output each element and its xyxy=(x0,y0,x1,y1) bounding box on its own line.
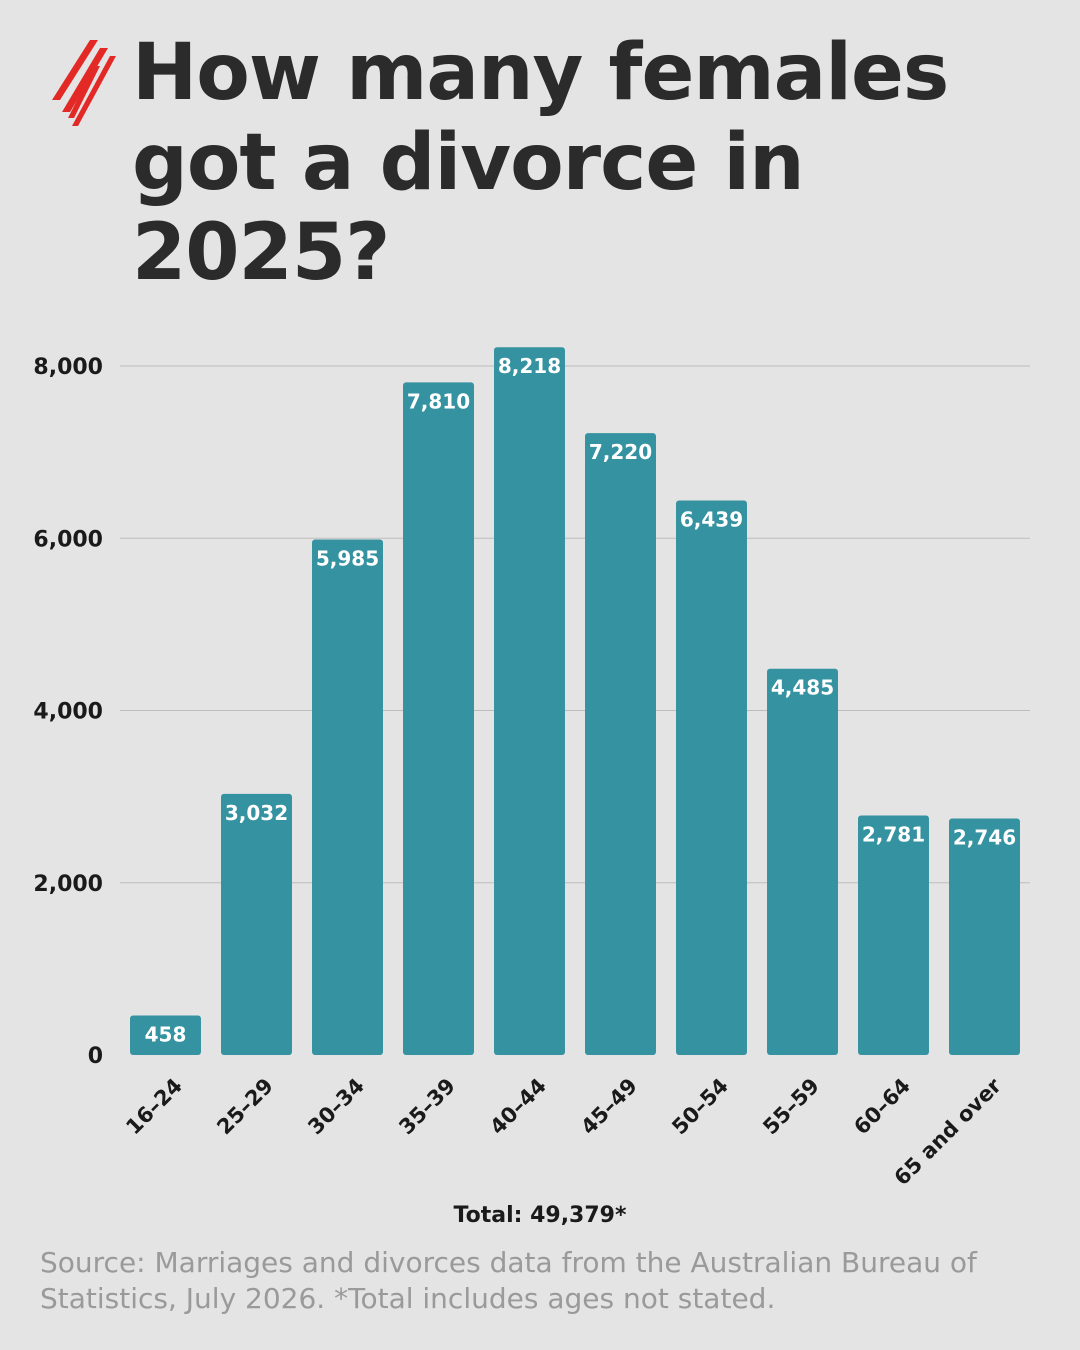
x-tick-label: 45–49 xyxy=(576,1074,642,1140)
data-label: 3,032 xyxy=(225,801,288,825)
data-label: 8,218 xyxy=(498,354,561,378)
bar xyxy=(767,668,838,1055)
data-label: 2,746 xyxy=(953,826,1016,850)
data-label: 458 xyxy=(145,1023,187,1047)
y-tick-label: 0 xyxy=(88,1044,103,1069)
y-tick-label: 4,000 xyxy=(33,700,103,725)
bar xyxy=(312,539,383,1055)
bar xyxy=(949,818,1020,1055)
chart-title: How many females got a divorce in 2025? xyxy=(132,28,949,298)
x-tick-label: 50–54 xyxy=(667,1074,733,1140)
x-tick-label: 35–39 xyxy=(394,1074,460,1140)
sbs-logo-icon xyxy=(52,40,116,126)
x-axis: 16–24 25–29 30–34 35–39 40–44 45–49 50–54 55–59… xyxy=(121,1073,1006,1190)
data-label: 5,985 xyxy=(316,547,379,571)
y-axis: 0 2,000 4,000 6,000 8,000 xyxy=(33,355,103,1069)
x-tick-label: 16–24 xyxy=(121,1074,187,1140)
bars: 458 3,032 5,985 7,810 8,218 7,220 6,439 4,485 2,… xyxy=(130,347,1020,1056)
x-tick-label: 40–44 xyxy=(485,1074,551,1140)
bar xyxy=(676,500,747,1055)
y-tick-label: 2,000 xyxy=(33,872,103,897)
data-label: 7,220 xyxy=(589,440,652,464)
data-label: 4,485 xyxy=(771,676,834,700)
bar-chart: 0 2,000 4,000 6,000 8,000 458 3,032 5,985 7,810… xyxy=(33,347,1030,1190)
bar xyxy=(403,382,474,1055)
data-label: 7,810 xyxy=(407,389,470,413)
x-tick-label: 30–34 xyxy=(303,1074,369,1140)
x-tick-label: 60–64 xyxy=(849,1074,915,1140)
bar xyxy=(858,815,929,1055)
x-tick-label: 55–59 xyxy=(758,1074,824,1140)
total-label: Total: 49,379* xyxy=(453,1203,627,1228)
data-label: 6,439 xyxy=(680,507,743,531)
bar xyxy=(130,1015,201,1055)
bar xyxy=(221,793,292,1055)
x-tick-label: 25–29 xyxy=(212,1074,278,1140)
y-tick-label: 6,000 xyxy=(33,527,103,552)
y-tick-label: 8,000 xyxy=(33,355,103,380)
bar xyxy=(585,433,656,1055)
bar xyxy=(494,347,565,1056)
data-label: 2,781 xyxy=(862,822,925,846)
source-note: Source: Marriages and divorces data from… xyxy=(40,1246,977,1315)
